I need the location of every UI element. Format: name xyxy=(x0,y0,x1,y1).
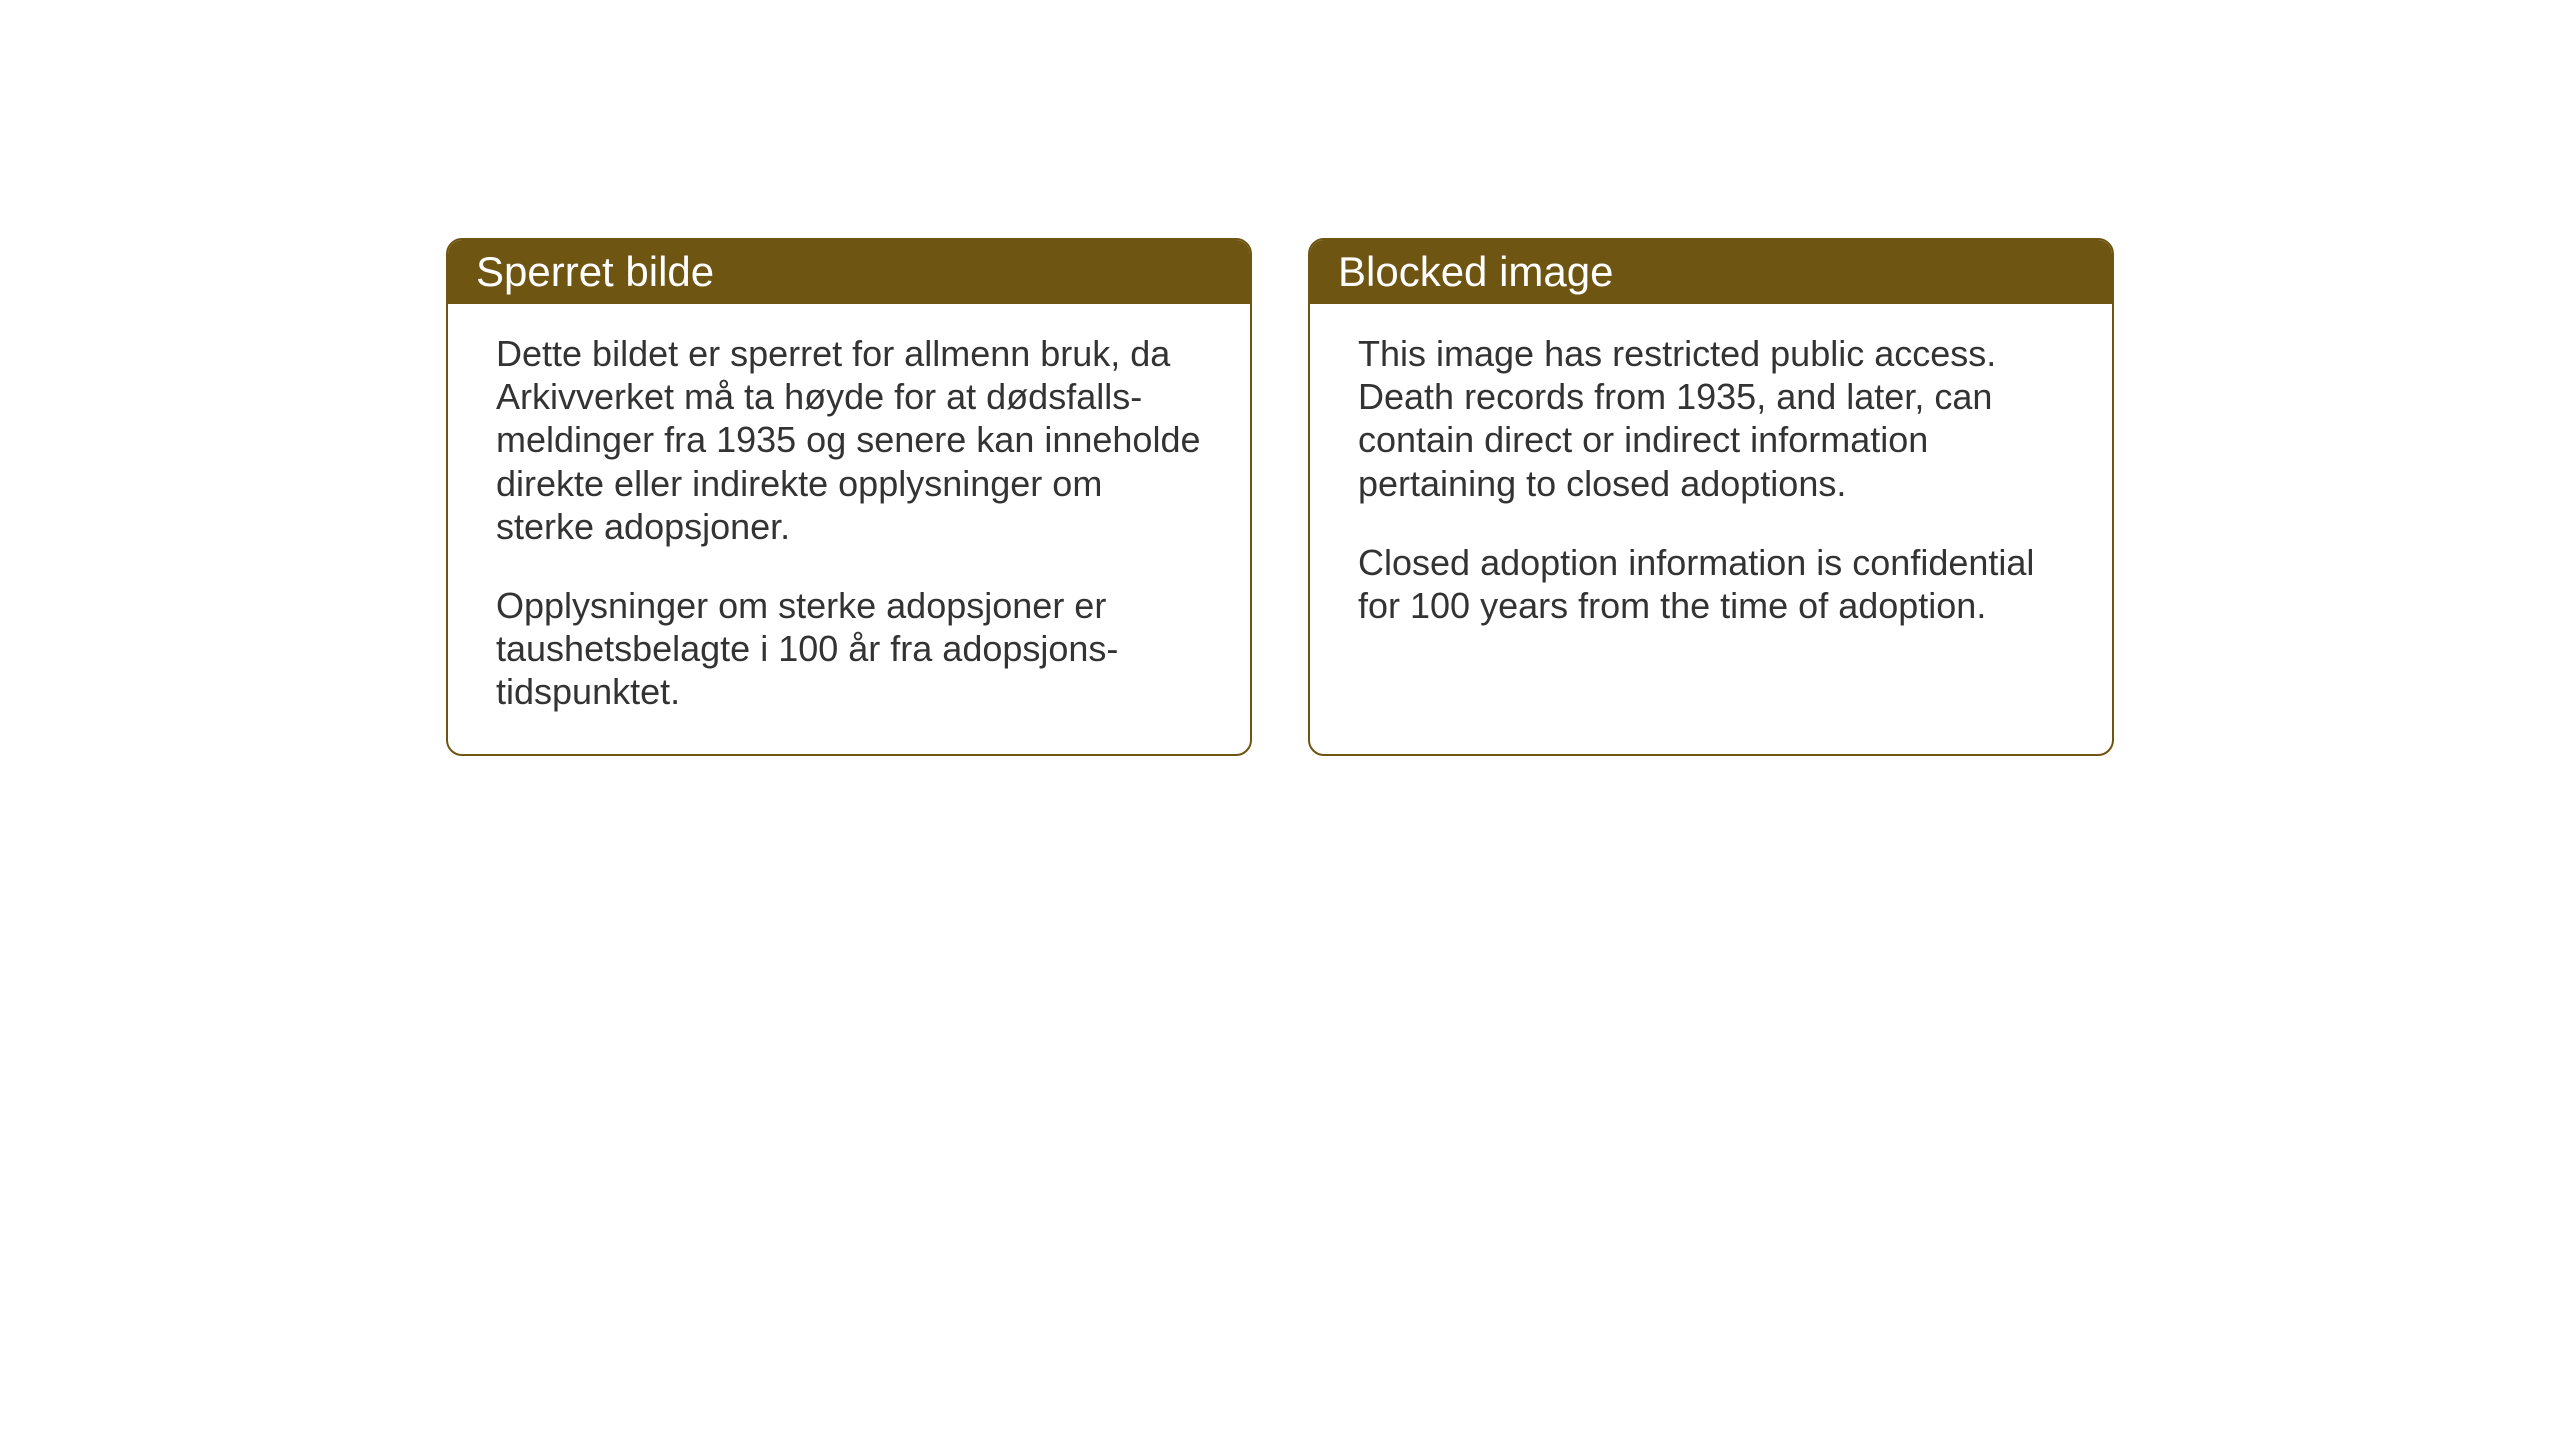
english-paragraph-2: Closed adoption information is confident… xyxy=(1358,541,2064,627)
english-paragraph-1: This image has restricted public access.… xyxy=(1358,332,2064,505)
cards-container: Sperret bilde Dette bildet er sperret fo… xyxy=(0,0,2560,756)
english-card-title: Blocked image xyxy=(1338,248,1613,295)
norwegian-card-body: Dette bildet er sperret for allmenn bruk… xyxy=(448,304,1250,754)
norwegian-card-header: Sperret bilde xyxy=(448,240,1250,304)
norwegian-card-title: Sperret bilde xyxy=(476,248,714,295)
norwegian-paragraph-2: Opplysninger om sterke adopsjoner er tau… xyxy=(496,584,1202,714)
english-card-body: This image has restricted public access.… xyxy=(1310,304,2112,667)
norwegian-paragraph-1: Dette bildet er sperret for allmenn bruk… xyxy=(496,332,1202,548)
norwegian-card: Sperret bilde Dette bildet er sperret fo… xyxy=(446,238,1252,756)
english-card-header: Blocked image xyxy=(1310,240,2112,304)
english-card: Blocked image This image has restricted … xyxy=(1308,238,2114,756)
